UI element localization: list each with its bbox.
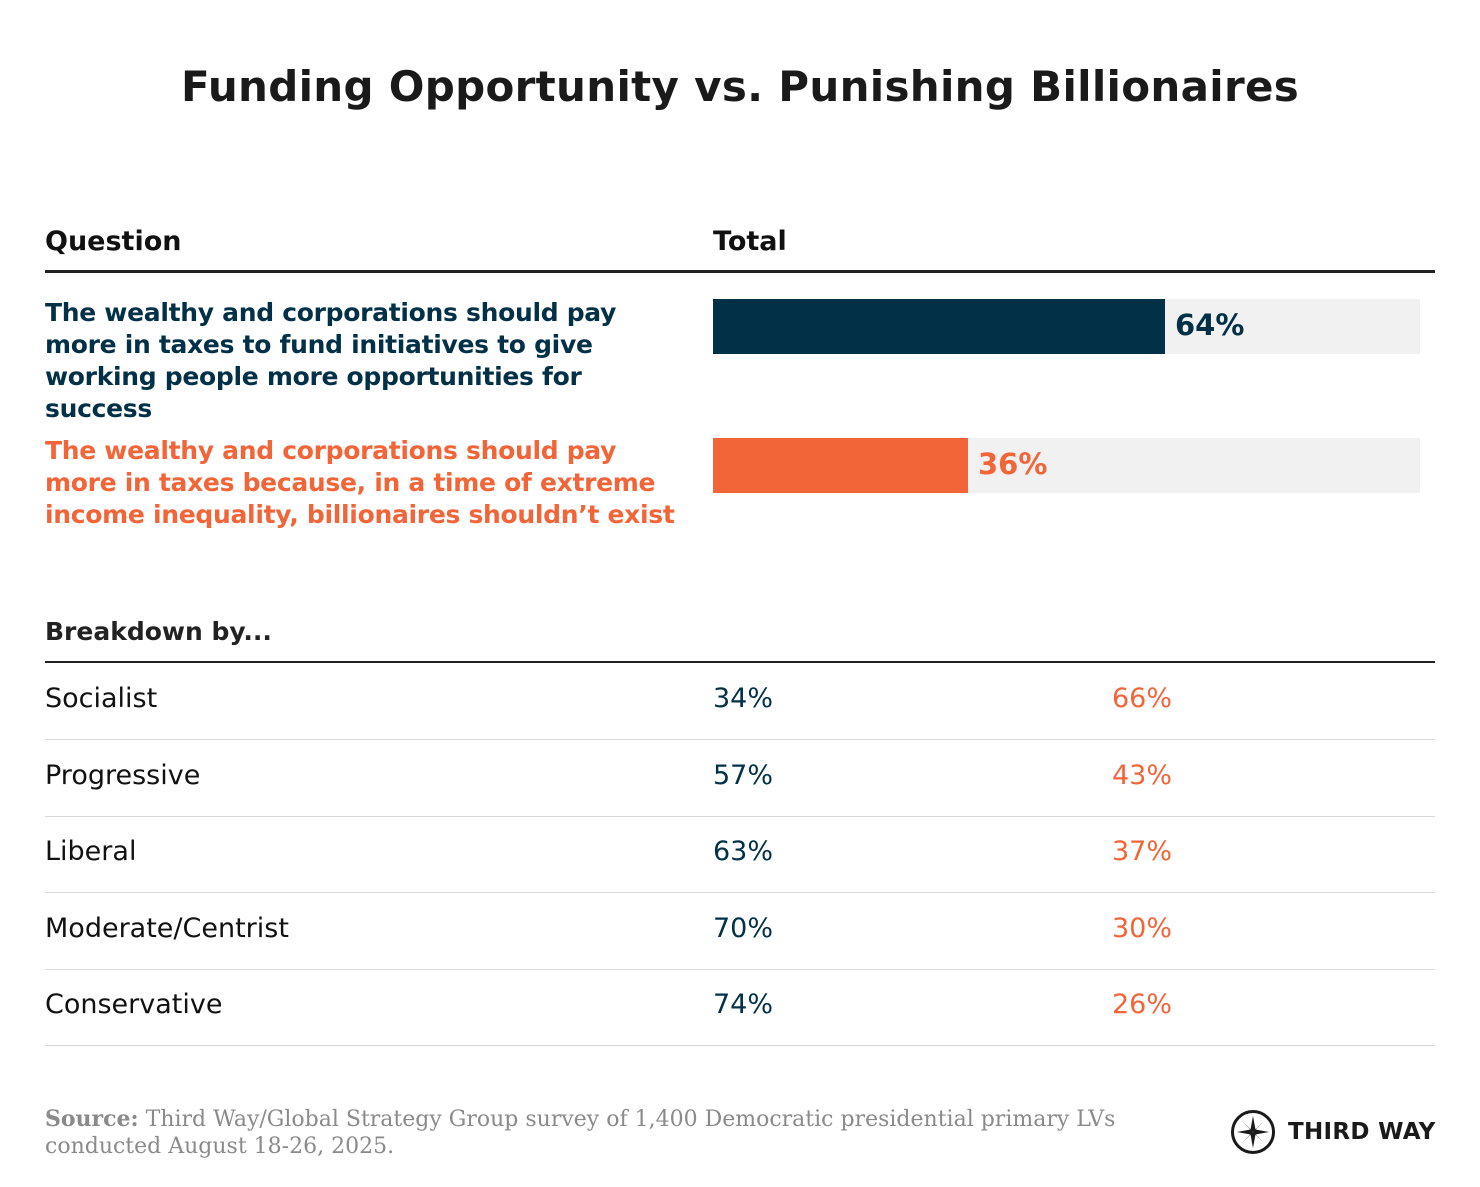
breakdown-row-liberal: Liberal 63% 37% [45, 816, 1435, 893]
billionaires-value: 30% [1112, 913, 1173, 944]
breakdown-row-conservative: Conservative 74% 26% [45, 969, 1435, 1046]
segment-label: Conservative [45, 989, 223, 1020]
breakdown-rule [45, 661, 1435, 663]
billionaires-value: 37% [1112, 836, 1173, 867]
breakdown-row-moderate-centrist: Moderate/Centrist 70% 30% [45, 893, 1435, 970]
breakdown-row-progressive: Progressive 57% 43% [45, 740, 1435, 817]
question-2-label: The wealthy and corporations should pay … [45, 436, 675, 529]
source-text: Third Way/Global Strategy Group survey o… [45, 1107, 1116, 1159]
segment-label: Liberal [45, 836, 137, 867]
bar-track-2: 36% [713, 438, 1420, 493]
question-1-label: The wealthy and corporations should pay … [45, 298, 617, 423]
opportunity-value: 70% [713, 913, 774, 944]
bar-2 [713, 438, 968, 493]
billionaires-value: 66% [1112, 683, 1173, 714]
source-label: Source: [45, 1106, 139, 1132]
bar-1 [713, 299, 1165, 354]
bar-1-value-label: 64% [1175, 308, 1245, 342]
third-way-logo: THIRD WAY [1230, 1108, 1436, 1156]
opportunity-value: 63% [713, 836, 774, 867]
bar-2-value-label: 36% [978, 447, 1048, 481]
header-rule [45, 270, 1435, 273]
segment-label: Moderate/Centrist [45, 913, 289, 944]
opportunity-value: 34% [713, 683, 774, 714]
column-header-total: Total [713, 226, 787, 257]
column-header-question: Question [45, 226, 182, 257]
breakdown-heading: Breakdown by... [45, 617, 272, 646]
bar-track-1: 64% [713, 299, 1420, 354]
segment-label: Progressive [45, 760, 201, 791]
chart-title: Funding Opportunity vs. Punishing Billio… [180, 62, 1300, 111]
opportunity-value: 74% [713, 989, 774, 1020]
segment-label: Socialist [45, 683, 158, 714]
compass-star-icon [1231, 1110, 1275, 1154]
billionaires-value: 26% [1112, 989, 1173, 1020]
source-note: Source: Third Way/Global Strategy Group … [45, 1106, 1165, 1160]
billionaires-value: 43% [1112, 760, 1173, 791]
logo-text: THIRD WAY [1288, 1119, 1436, 1145]
opportunity-value: 57% [713, 760, 774, 791]
breakdown-row-socialist: Socialist 34% 66% [45, 663, 1435, 740]
